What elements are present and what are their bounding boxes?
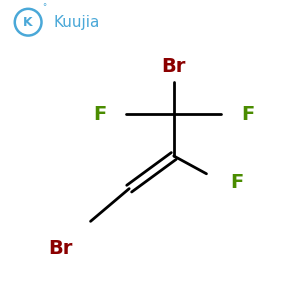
Text: Br: Br bbox=[49, 238, 73, 258]
Text: F: F bbox=[230, 173, 244, 192]
Text: Kuujia: Kuujia bbox=[53, 15, 100, 30]
Text: F: F bbox=[242, 105, 255, 124]
Text: F: F bbox=[93, 105, 106, 124]
Text: Br: Br bbox=[162, 57, 186, 76]
Text: K: K bbox=[23, 16, 33, 29]
Text: °: ° bbox=[42, 3, 46, 12]
